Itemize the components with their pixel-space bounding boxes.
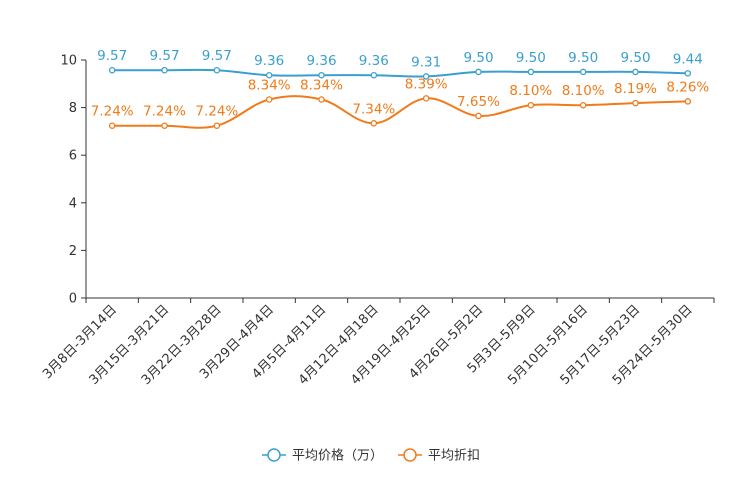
chart-legend[interactable]: 平均价格（万） 平均折扣 <box>262 448 480 464</box>
data-point[interactable] <box>265 96 273 103</box>
data-label: 9.57 <box>97 48 127 64</box>
data-label: 7.24% <box>91 104 134 120</box>
data-label: 9.50 <box>463 50 493 66</box>
data-point[interactable] <box>475 112 482 120</box>
data-label: 9.57 <box>202 48 232 64</box>
series-line-0 <box>112 68 688 78</box>
data-point[interactable] <box>213 66 221 74</box>
data-point[interactable] <box>527 68 535 76</box>
data-label: 8.10% <box>509 83 552 99</box>
data-label: 9.36 <box>359 53 389 69</box>
data-point[interactable] <box>475 68 482 76</box>
y-tick-label: 10 <box>60 54 77 69</box>
data-label: 8.34% <box>248 78 291 94</box>
data-label: 7.24% <box>195 104 238 120</box>
legend-marker-icon <box>403 448 417 462</box>
data-label: 8.19% <box>614 81 657 97</box>
data-label: 8.26% <box>666 79 709 95</box>
data-label: 9.50 <box>568 50 598 66</box>
data-label: 9.57 <box>149 48 179 64</box>
data-point[interactable] <box>684 70 692 77</box>
legend-item-0[interactable]: 平均价格（万） <box>262 448 383 464</box>
legend-marker-icon <box>267 448 281 462</box>
data-label: 9.31 <box>411 54 441 70</box>
chart-series <box>108 66 692 129</box>
data-label: 9.36 <box>254 53 284 69</box>
data-point[interactable] <box>370 71 378 79</box>
data-label: 8.10% <box>562 83 605 99</box>
data-label: 8.39% <box>405 76 448 92</box>
data-label: 7.24% <box>143 104 186 120</box>
data-point[interactable] <box>161 66 168 74</box>
data-point[interactable] <box>108 66 116 74</box>
data-point[interactable] <box>370 120 378 127</box>
data-point[interactable] <box>213 122 221 129</box>
data-point[interactable] <box>422 95 430 102</box>
y-tick-label: 2 <box>69 244 77 259</box>
legend-item-1[interactable]: 平均折扣 <box>398 448 480 464</box>
legend-label: 平均折扣 <box>428 449 480 464</box>
series-line-1 <box>112 95 688 129</box>
data-label: 7.34% <box>352 101 395 117</box>
chart-data-labels: 9.57 9.57 9.57 9.36 9.36 9.36 9.31 9.50 9.50 9.50… <box>91 48 710 119</box>
data-point[interactable] <box>632 99 639 107</box>
data-label: 9.36 <box>306 53 336 69</box>
data-label: 9.50 <box>620 50 650 66</box>
data-point[interactable] <box>684 98 692 105</box>
data-point[interactable] <box>579 68 587 76</box>
data-point[interactable] <box>108 122 116 129</box>
data-label: 8.34% <box>300 78 343 94</box>
data-point[interactable] <box>579 101 587 109</box>
y-tick-label: 0 <box>69 292 77 307</box>
data-point[interactable] <box>318 96 325 103</box>
data-point[interactable] <box>527 101 535 109</box>
data-point[interactable] <box>632 68 639 76</box>
data-label: 7.65% <box>457 94 500 110</box>
data-label: 9.44 <box>673 51 703 67</box>
data-point[interactable] <box>265 71 273 79</box>
data-point[interactable] <box>422 73 430 80</box>
data-label: 9.50 <box>516 50 546 66</box>
y-tick-label: 8 <box>69 101 77 116</box>
y-tick-label: 4 <box>69 196 77 211</box>
data-point[interactable] <box>161 122 168 129</box>
y-tick-label: 6 <box>69 149 77 164</box>
legend-label: 平均价格（万） <box>292 448 383 464</box>
data-point[interactable] <box>318 71 325 79</box>
